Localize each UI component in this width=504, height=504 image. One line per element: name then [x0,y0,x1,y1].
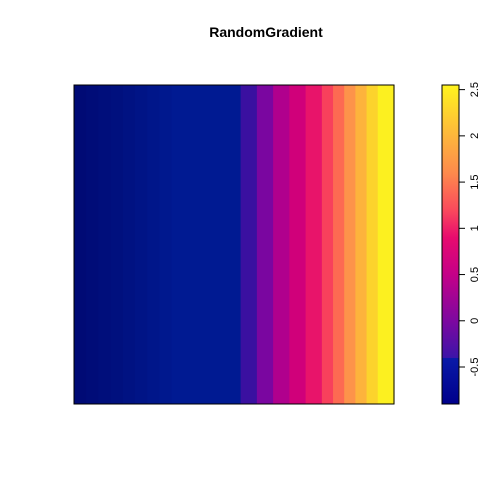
heatmap-bands [74,85,395,404]
heatmap-band [159,85,173,404]
heatmap-band [110,85,124,404]
heatmap-band [366,85,379,404]
heatmap-band [273,85,290,404]
heatmap-band [74,85,87,404]
heatmap-band [134,85,148,404]
colorbar: -0.5 0 0.5 1 1.5 2 2.5 [441,82,481,405]
heatmap-band [355,85,368,404]
heatmap-band [147,85,160,404]
colorbar-tick-label: -0.5 [469,358,481,377]
colorbar-tick-label: 1.5 [469,174,481,189]
heatmap-band [122,85,136,404]
heatmap-band [321,85,334,404]
colorbar-tick-label: 2.5 [469,82,481,97]
heatmap-band [305,85,323,404]
heatmap-band [289,85,307,404]
colorbar-tick-label: 0 [469,318,481,324]
heatmap-band [256,85,274,404]
heatmap-band [86,85,99,404]
heatmap-frame [73,84,395,405]
colorbar-tick-label: 1 [469,225,481,231]
heatmap-band [171,85,242,404]
chart-title: RandomGradient [209,24,323,40]
heatmap-band [98,85,112,404]
heatmap-band [377,85,395,404]
heatmap-band [344,85,356,404]
colorbar-tick-label: 2 [469,133,481,139]
colorbar-scale [441,84,460,405]
colorbar-tick-label: 0.5 [469,267,481,282]
heatmap-band [240,85,258,404]
heatmap-band [333,85,345,404]
